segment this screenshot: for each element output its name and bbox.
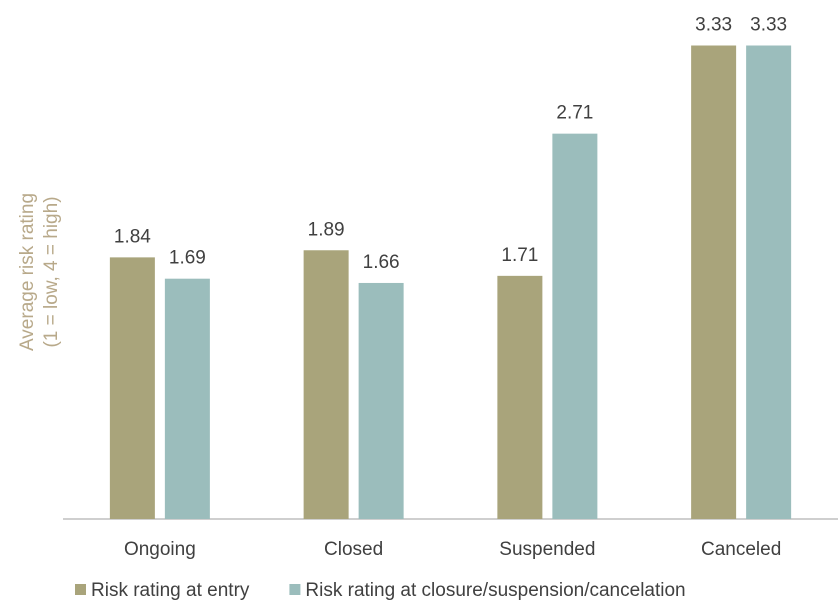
value-label: 1.89 xyxy=(308,219,345,240)
bar xyxy=(552,133,598,519)
y-axis-title-line: (1 = low, 4 = high) xyxy=(41,196,62,347)
legend-label: Risk rating at entry xyxy=(91,580,250,601)
value-label: 3.33 xyxy=(695,15,732,36)
bar xyxy=(164,278,210,519)
value-label: 3.33 xyxy=(750,15,787,36)
value-label: 1.84 xyxy=(114,226,151,247)
bar xyxy=(691,45,737,519)
x-tick-label: Canceled xyxy=(701,539,781,560)
bar xyxy=(746,45,792,519)
y-axis-title: Average risk rating (1 = low, 4 = high) xyxy=(17,193,62,351)
x-tick-label: Suspended xyxy=(499,539,595,560)
value-label: 1.66 xyxy=(363,252,400,273)
x-tick-label: Ongoing xyxy=(124,539,196,560)
bar xyxy=(109,257,155,519)
legend-swatch xyxy=(289,584,301,595)
legend-swatch xyxy=(75,584,86,595)
bar xyxy=(303,250,349,519)
value-label: 2.71 xyxy=(556,103,593,124)
bar xyxy=(358,282,404,519)
value-label: 1.69 xyxy=(169,248,206,269)
bar xyxy=(497,275,543,519)
x-tick-label: Closed xyxy=(324,539,383,560)
value-label: 1.71 xyxy=(501,245,538,266)
legend-label: Risk rating at closure/suspension/cancel… xyxy=(305,580,685,601)
y-axis-title-line: Average risk rating xyxy=(17,193,38,351)
